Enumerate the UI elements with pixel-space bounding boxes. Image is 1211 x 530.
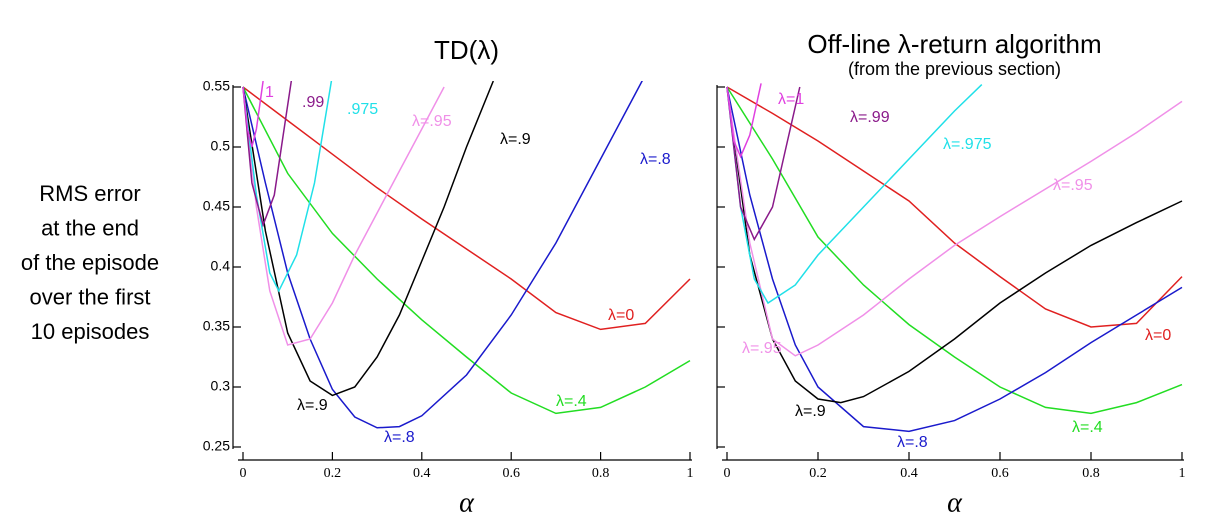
y-tick-label: 0.4	[211, 258, 231, 274]
line-series	[726, 86, 1183, 328]
line-series	[726, 86, 1183, 415]
curve-label: λ=.9	[297, 397, 328, 414]
x-tick-label: 0.4	[413, 466, 431, 481]
y-axis-label: at the end	[41, 215, 139, 240]
line-series	[242, 86, 445, 346]
chart-title: TD(λ)	[434, 35, 499, 65]
chart-title: Off-line λ-return algorithm	[807, 29, 1101, 59]
line-series	[242, 81, 643, 429]
curve-label: λ=0	[608, 307, 634, 324]
line-series	[726, 84, 983, 305]
y-tick-label: 0.45	[203, 198, 230, 214]
x-tick-label: 1	[1179, 466, 1186, 481]
x-tick-label: 0.2	[809, 466, 827, 481]
x-tick-label: 0	[240, 466, 247, 481]
plot-area	[242, 81, 691, 429]
plot-area	[726, 83, 1183, 433]
y-axis-label: RMS error	[39, 181, 140, 206]
x-tick-label: 0.8	[1082, 466, 1100, 481]
x-tick-label: 0.2	[324, 466, 342, 481]
x-tick-label: 0.6	[502, 466, 520, 481]
curve-label: λ=.95	[412, 113, 452, 130]
y-axis-label: 10 episodes	[31, 319, 150, 344]
line-series	[242, 81, 293, 228]
curve-label: λ=.9	[795, 403, 826, 420]
y-tick-label: 0.5	[211, 138, 231, 154]
line-series	[726, 83, 762, 159]
line-series	[242, 81, 333, 293]
curve-label: λ=.4	[1072, 419, 1103, 436]
line-series	[726, 86, 801, 242]
curve-label: λ=1	[778, 91, 804, 108]
x-tick-label: 0	[724, 466, 731, 481]
curve-label: λ=.9	[500, 131, 531, 148]
curve-label: λ=.99	[850, 109, 890, 126]
line-series	[726, 86, 1183, 433]
curve-label: 1	[265, 84, 274, 101]
curve-label: .975	[347, 101, 378, 118]
curve-label: λ=.8	[384, 429, 415, 446]
y-tick-label: 0.3	[211, 378, 231, 394]
curve-label: λ=.95	[1053, 177, 1093, 194]
line-series	[242, 86, 691, 415]
line-series	[242, 81, 264, 148]
x-tick-label: 0.8	[592, 466, 610, 481]
curve-label: λ=.95	[742, 340, 782, 357]
line-series	[726, 86, 1183, 357]
curve-label: λ=.975	[943, 136, 992, 153]
curve-label: λ=.8	[640, 151, 671, 168]
y-axis-label: over the first	[29, 284, 150, 309]
line-series	[726, 86, 1183, 404]
y-tick-label: 0.35	[203, 318, 230, 334]
curve-label: λ=.4	[556, 393, 587, 410]
x-axis-label: α	[947, 487, 963, 518]
line-series	[242, 86, 691, 331]
x-axis-label: α	[459, 487, 475, 518]
y-tick-label: 0.25	[203, 438, 230, 454]
curve-label: λ=0	[1145, 327, 1171, 344]
line-series	[242, 81, 494, 397]
curve-label: λ=.8	[897, 434, 928, 451]
x-tick-label: 0.4	[900, 466, 918, 481]
y-tick-label: 0.55	[203, 78, 230, 94]
curve-label: .99	[302, 94, 324, 111]
chart-subtitle: (from the previous section)	[848, 59, 1061, 79]
x-tick-label: 0.6	[991, 466, 1009, 481]
x-tick-label: 1	[687, 466, 694, 481]
y-axis-label: of the episode	[21, 250, 159, 275]
